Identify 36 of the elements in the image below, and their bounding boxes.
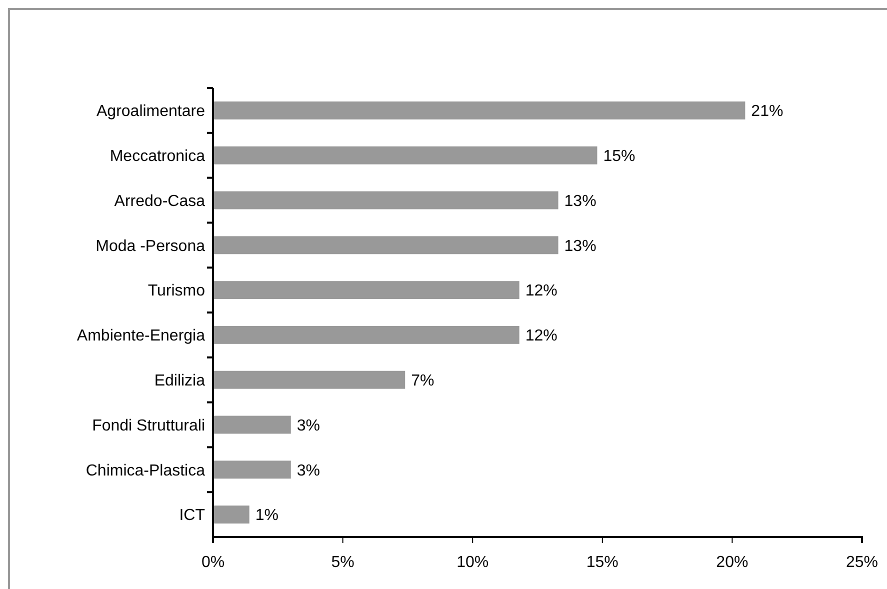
- y-tick-label: Fondi Strutturali: [92, 417, 205, 434]
- bar: [213, 236, 558, 254]
- data-label: 12%: [525, 282, 558, 300]
- y-tick-label: Ambiente-Energia: [76, 328, 206, 345]
- bar: [213, 506, 250, 524]
- data-label: 3%: [296, 462, 320, 480]
- bar: [213, 146, 598, 164]
- x-tick-label: 5%: [331, 554, 354, 571]
- y-tick-label: ICT: [179, 507, 206, 524]
- y-tick-label: Moda -Persona: [96, 238, 206, 255]
- x-tick-label: 25%: [846, 554, 878, 571]
- data-label: 12%: [525, 328, 558, 345]
- x-tick-label: 10%: [456, 554, 489, 571]
- data-label: 13%: [564, 238, 596, 255]
- bar: [213, 416, 291, 434]
- x-tick-label: 20%: [716, 554, 748, 571]
- bar: [213, 281, 520, 300]
- bar: [213, 191, 558, 210]
- bar: [213, 326, 520, 344]
- y-tick-label: Meccatronica: [110, 148, 206, 165]
- bar: [213, 101, 746, 120]
- bar: [213, 370, 406, 389]
- data-label: 3%: [296, 417, 320, 434]
- y-tick-label: Turismo: [148, 282, 206, 300]
- data-label: 7%: [411, 372, 434, 390]
- x-tick-label: 0%: [201, 554, 225, 571]
- y-tick-label: Arredo-Casa: [114, 192, 206, 210]
- bar: [213, 460, 291, 479]
- y-tick-label: Chimica-Plastica: [86, 462, 206, 480]
- data-label: 15%: [603, 148, 636, 165]
- y-tick-label: Edilizia: [154, 372, 206, 390]
- data-label: 13%: [564, 192, 596, 210]
- x-tick-label: 15%: [586, 554, 618, 571]
- data-label: 21%: [751, 103, 784, 120]
- data-label: 1%: [255, 507, 278, 524]
- y-tick-label: Agroalimentare: [96, 103, 206, 120]
